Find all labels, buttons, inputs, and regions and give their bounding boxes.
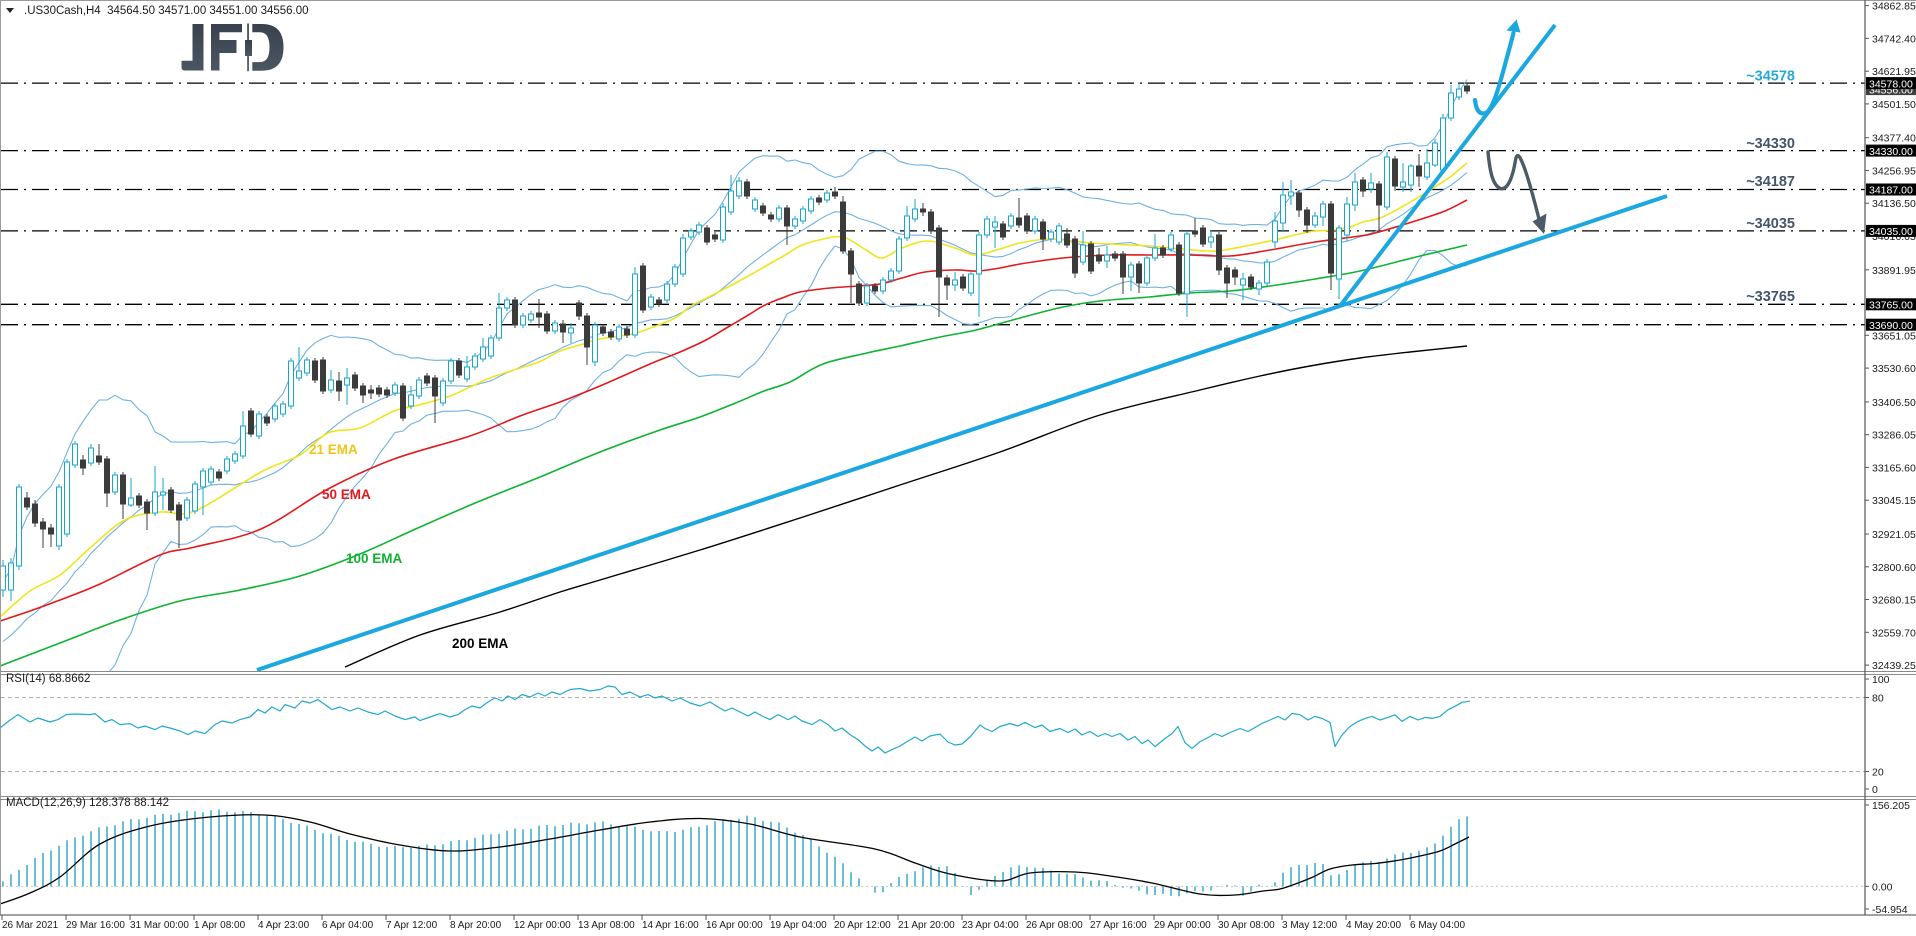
svg-text:20: 20	[1872, 767, 1884, 779]
svg-text:34742.40: 34742.40	[1872, 33, 1916, 45]
svg-text:33045.15: 33045.15	[1872, 495, 1916, 507]
svg-text:23 Apr 04:00: 23 Apr 04:00	[962, 920, 1019, 931]
svg-text:4 May 20:00: 4 May 20:00	[1346, 920, 1401, 931]
svg-text:32439.25: 32439.25	[1872, 660, 1916, 672]
svg-text:50 EMA: 50 EMA	[322, 487, 371, 502]
svg-text:20 Apr 12:00: 20 Apr 12:00	[834, 920, 891, 931]
svg-text:33286.05: 33286.05	[1872, 430, 1916, 442]
svg-text:33406.50: 33406.50	[1872, 397, 1916, 409]
svg-text:19 Apr 04:00: 19 Apr 04:00	[770, 920, 827, 931]
svg-text:~34035: ~34035	[1746, 216, 1795, 232]
svg-text:6 May 04:00: 6 May 04:00	[1410, 920, 1465, 931]
svg-text:~33765: ~33765	[1746, 289, 1795, 305]
svg-text:8 Apr 20:00: 8 Apr 20:00	[450, 920, 502, 931]
svg-text:34035.00: 34035.00	[1869, 226, 1913, 238]
svg-text:13 Apr 08:00: 13 Apr 08:00	[578, 920, 635, 931]
svg-text:0: 0	[1872, 784, 1878, 796]
svg-text:.US30Cash,H4 34564.50 34571.0: .US30Cash,H4 34564.50 34571.00 34551.00 …	[24, 5, 309, 17]
svg-text:100: 100	[1872, 674, 1890, 686]
svg-text:MACD(12,26,9) 128.378 88.142: MACD(12,26,9) 128.378 88.142	[6, 797, 169, 809]
svg-text:200 EMA: 200 EMA	[452, 636, 509, 651]
svg-text:14 Apr 16:00: 14 Apr 16:00	[642, 920, 699, 931]
svg-text:32800.60: 32800.60	[1872, 562, 1916, 574]
svg-text:34621.95: 34621.95	[1872, 66, 1916, 78]
svg-text:34330.00: 34330.00	[1869, 146, 1913, 158]
svg-text:16 Apr 00:00: 16 Apr 00:00	[706, 920, 763, 931]
svg-text:29 Mar 16:00: 29 Mar 16:00	[66, 920, 125, 931]
svg-text:21 EMA: 21 EMA	[309, 442, 358, 457]
svg-text:156.205: 156.205	[1872, 800, 1910, 812]
svg-text:33765.00: 33765.00	[1869, 300, 1913, 312]
svg-text:34136.50: 34136.50	[1872, 198, 1916, 210]
svg-text:4 Apr 23:00: 4 Apr 23:00	[258, 920, 310, 931]
svg-text:~34578: ~34578	[1746, 69, 1795, 85]
svg-text:26 Apr 08:00: 26 Apr 08:00	[1026, 920, 1083, 931]
svg-text:33690.00: 33690.00	[1869, 320, 1913, 332]
svg-text:80: 80	[1872, 693, 1884, 705]
svg-text:34377.40: 34377.40	[1872, 133, 1916, 145]
svg-text:33891.95: 33891.95	[1872, 265, 1916, 277]
svg-text:29 Apr 00:00: 29 Apr 00:00	[1154, 920, 1211, 931]
svg-text:100 EMA: 100 EMA	[346, 551, 403, 566]
svg-text:-54.954: -54.954	[1872, 904, 1908, 916]
svg-text:33530.60: 33530.60	[1872, 363, 1916, 375]
svg-text:31 Mar 00:00: 31 Mar 00:00	[130, 920, 189, 931]
svg-text:34862.85: 34862.85	[1872, 1, 1916, 13]
svg-text:34256.95: 34256.95	[1872, 166, 1916, 178]
svg-text:33651.05: 33651.05	[1872, 330, 1916, 342]
svg-text:34578.00: 34578.00	[1869, 78, 1913, 90]
svg-text:~34330: ~34330	[1746, 136, 1795, 152]
svg-text:32680.15: 32680.15	[1872, 595, 1916, 607]
svg-text:6 Apr 04:00: 6 Apr 04:00	[322, 920, 374, 931]
svg-text:1 Apr 08:00: 1 Apr 08:00	[194, 920, 246, 931]
svg-text:34187.00: 34187.00	[1869, 185, 1913, 197]
svg-text:0.00: 0.00	[1872, 881, 1893, 893]
svg-text:7 Apr 12:00: 7 Apr 12:00	[386, 920, 438, 931]
svg-text:32559.70: 32559.70	[1872, 627, 1916, 639]
svg-text:33165.60: 33165.60	[1872, 462, 1916, 474]
svg-text:32921.05: 32921.05	[1872, 529, 1916, 541]
svg-text:26 Mar 2021: 26 Mar 2021	[2, 920, 59, 931]
svg-text:3 May 12:00: 3 May 12:00	[1282, 920, 1337, 931]
svg-text:~34187: ~34187	[1746, 174, 1795, 190]
svg-text:21 Apr 20:00: 21 Apr 20:00	[898, 920, 955, 931]
svg-text:34501.50: 34501.50	[1872, 99, 1916, 111]
svg-text:27 Apr 16:00: 27 Apr 16:00	[1090, 920, 1147, 931]
svg-text:12 Apr 00:00: 12 Apr 00:00	[514, 920, 571, 931]
svg-text:30 Apr 08:00: 30 Apr 08:00	[1218, 920, 1275, 931]
svg-text:RSI(14) 68.8662: RSI(14) 68.8662	[6, 673, 90, 685]
